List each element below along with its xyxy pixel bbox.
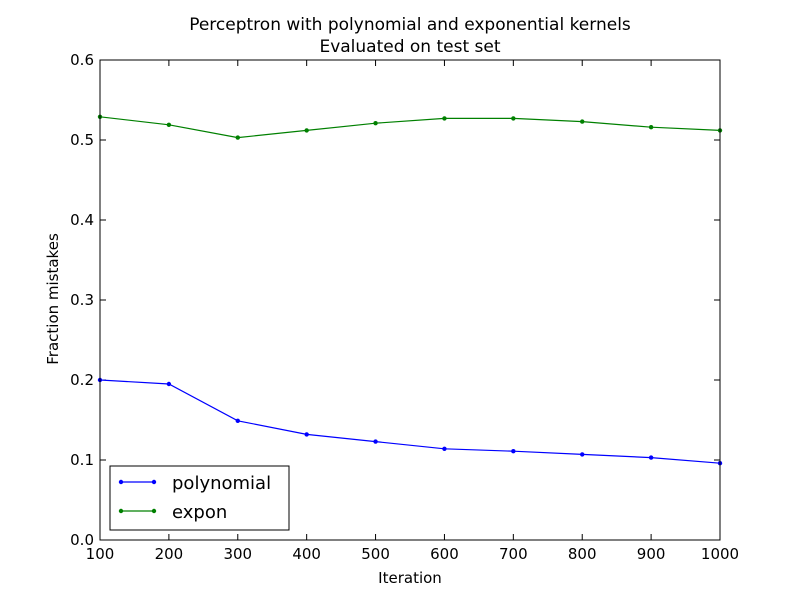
legend-marker-expon [118, 508, 124, 514]
data-point-expon [442, 116, 447, 121]
series-line-expon [99, 116, 721, 139]
y-tick-label: 0.2 [70, 371, 94, 389]
x-tick-label: 300 [223, 545, 252, 563]
y-tick-label: 0.0 [70, 531, 94, 549]
series-layer [97, 114, 723, 466]
legend-label-polynomial: polynomial [172, 473, 271, 494]
y-tick-label: 0.4 [70, 211, 94, 229]
plot-area-frame [99, 59, 721, 541]
x-tick-label: 500 [361, 545, 390, 563]
data-point-polynomial [580, 452, 585, 457]
legend-marker-polynomial [118, 479, 124, 485]
data-point-expon [511, 116, 516, 121]
data-point-polynomial [442, 446, 447, 451]
x-tick-label: 200 [155, 545, 184, 563]
x-tick-label: 1000 [701, 545, 739, 563]
data-point-polynomial [511, 449, 516, 454]
chart-title: Perceptron with polynomial and exponenti… [189, 15, 631, 35]
data-point-polynomial [166, 381, 172, 387]
x-tick-label: 100 [86, 545, 115, 563]
x-tick-label: 600 [430, 545, 459, 563]
y-axis-label: Fraction mistakes [44, 233, 62, 365]
data-point-polynomial [235, 418, 240, 423]
data-point-polynomial [373, 439, 378, 444]
y-tick-label: 0.5 [70, 131, 94, 149]
axis-ticks: 100 200 300 400 500 600 700 800 900 1000 0.0 0.1 0.2… [70, 51, 739, 563]
y-tick-label: 0.3 [70, 291, 94, 309]
data-point-expon [648, 125, 654, 130]
x-tick-label: 800 [568, 545, 597, 563]
data-point-expon [235, 135, 240, 140]
y-tick-label: 0.1 [70, 451, 94, 469]
x-axis-label: Iteration [378, 569, 442, 587]
y-tick-label: 0.6 [70, 51, 94, 69]
chart-subtitle: Evaluated on test set [319, 37, 500, 57]
legend-marker-expon [151, 508, 157, 514]
legend-box [109, 465, 290, 531]
legend-marker-polynomial [151, 479, 157, 485]
legend-label-expon: expon [172, 502, 227, 523]
x-tick-label: 400 [292, 545, 321, 563]
data-point-polynomial [304, 432, 309, 437]
data-point-expon [373, 121, 378, 126]
data-point-polynomial [648, 455, 654, 460]
x-tick-label: 700 [499, 545, 528, 563]
data-point-expon [304, 128, 309, 133]
series-line-polynomial [99, 379, 721, 464]
x-tick-label: 900 [637, 545, 666, 563]
legend: polynomial expon [109, 465, 290, 531]
data-point-expon [166, 122, 172, 128]
data-point-expon [580, 119, 585, 124]
